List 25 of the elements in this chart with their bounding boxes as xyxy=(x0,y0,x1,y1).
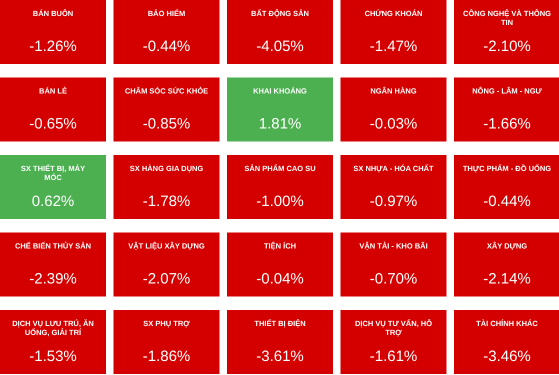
data-label: -1.86% xyxy=(142,348,190,365)
data-label: -1.61% xyxy=(370,348,418,365)
data-label: -1.66% xyxy=(483,116,531,132)
data-label: -0.44% xyxy=(142,38,190,55)
data-label: -2.14% xyxy=(483,270,531,288)
data-label: -0.03% xyxy=(370,116,418,132)
data-label: -0.65% xyxy=(29,116,77,132)
data-label: -1.47% xyxy=(370,38,418,55)
data-label: -0.97% xyxy=(370,193,418,210)
data-label: -3.61% xyxy=(256,348,304,365)
data-label: -1.26% xyxy=(29,38,77,55)
data-label: -0.04% xyxy=(256,270,304,288)
data-label: -0.85% xyxy=(142,116,190,132)
data-label: -1.00% xyxy=(256,193,304,210)
data-label: -0.70% xyxy=(370,270,418,288)
data-label: -2.10% xyxy=(483,38,531,55)
data-label: -0.44% xyxy=(483,193,531,210)
data-label: -1.53% xyxy=(29,348,77,365)
data-label: 0.62% xyxy=(32,193,74,210)
data-label: -4.05% xyxy=(256,38,304,55)
data-label: -2.07% xyxy=(142,270,190,288)
data-label: -2.39% xyxy=(29,270,77,288)
data-label: -3.46% xyxy=(483,348,531,365)
data-label: 1.81% xyxy=(258,116,302,132)
data-label: -1.78% xyxy=(142,193,190,210)
